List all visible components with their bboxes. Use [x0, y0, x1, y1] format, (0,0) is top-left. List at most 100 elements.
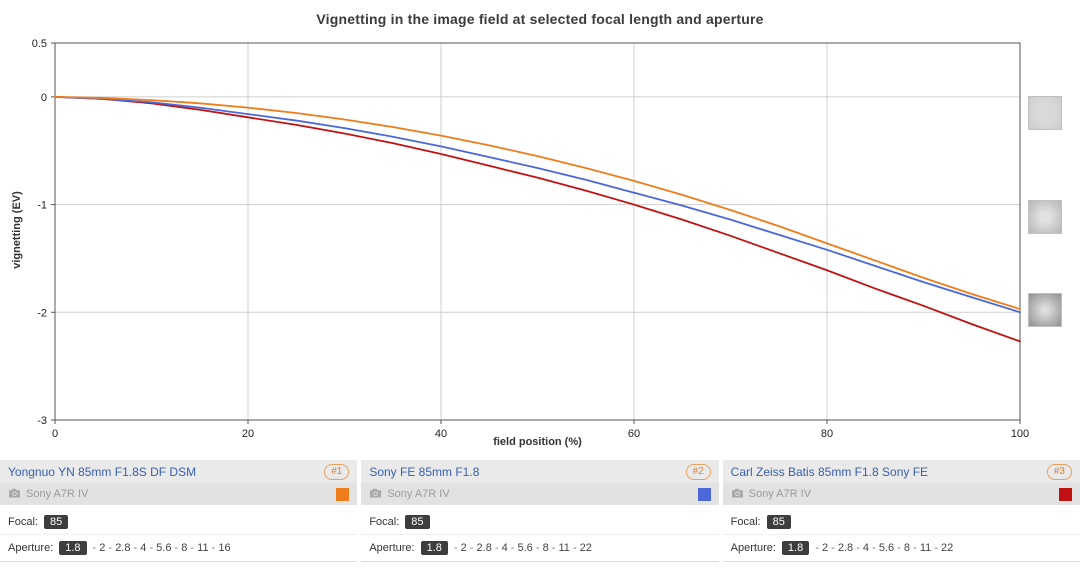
- aperture-option[interactable]: 2.8: [476, 542, 492, 554]
- lens-header-row: Sony FE 85mm F1.8 #2: [361, 460, 719, 483]
- aperture-option[interactable]: 4: [140, 542, 147, 554]
- aperture-separator: -: [548, 542, 559, 554]
- aperture-separator: -: [130, 542, 141, 554]
- vignetting-preview-2: [1028, 200, 1062, 234]
- aperture-separator: -: [92, 542, 100, 554]
- aperture-separator: -: [105, 542, 116, 554]
- aperture-separator: -: [894, 542, 904, 554]
- vignetting-chart: 0 20 40 60 80 100 0.5 0 -1 -2 -3: [32, 38, 1029, 440]
- focal-value-badge[interactable]: 85: [43, 514, 69, 529]
- aperture-options: - 2 - 2.8 - 4 - 5.6 - 8 - 11 - 22: [815, 542, 953, 554]
- aperture-option[interactable]: 5.6: [156, 542, 172, 554]
- series-color-swatch: [336, 487, 350, 501]
- vignetting-preview-1: [1028, 96, 1062, 130]
- aperture-option[interactable]: 5.6: [517, 542, 533, 554]
- x-axis-title: field position (%): [493, 436, 582, 448]
- vignetting-preview-3: [1028, 293, 1062, 327]
- y-tick-label: 0.5: [32, 38, 47, 50]
- aperture-option[interactable]: 2: [460, 542, 467, 554]
- focal-value-badge[interactable]: 85: [766, 514, 791, 529]
- camera-name: Sony A7R IV: [748, 488, 812, 500]
- camera-icon: [8, 485, 21, 503]
- aperture-row: Aperture: 1.8 - 2 - 2.8 - 4 - 5.6 - 8 - …: [361, 535, 719, 562]
- aperture-separator: -: [187, 542, 198, 554]
- aperture-option[interactable]: 2.8: [837, 542, 854, 554]
- aperture-options: - 2 - 2.8 - 4 - 5.6 - 8 - 11 - 16: [93, 542, 231, 554]
- x-tick-label: 20: [242, 428, 254, 440]
- y-tick-label: -3: [37, 415, 47, 427]
- y-tick-label: -1: [37, 200, 47, 212]
- lens-header-row: Carl Zeiss Batis 85mm F1.8 Sony FE #3: [722, 460, 1080, 483]
- lens-panel-3: Carl Zeiss Batis 85mm F1.8 Sony FE #3 So…: [722, 460, 1080, 562]
- page-title: Vignetting in the image field at selecte…: [316, 11, 764, 27]
- rank-badge: #1: [324, 463, 350, 480]
- aperture-option[interactable]: 16: [218, 542, 231, 554]
- aperture-separator: -: [869, 542, 879, 554]
- aperture-option[interactable]: 2: [821, 542, 829, 554]
- lens-panel-2: Sony FE 85mm F1.8 #2 Sony A7R IV Focal: …: [361, 460, 719, 562]
- series-color-swatch: [1059, 487, 1072, 501]
- rank-badge: #2: [685, 463, 711, 480]
- series-line-3: [54, 95, 1021, 343]
- aperture-option[interactable]: 11: [558, 542, 570, 554]
- aperture-option[interactable]: 4: [862, 542, 870, 554]
- aperture-option[interactable]: 11: [197, 542, 209, 554]
- aperture-separator: -: [507, 542, 518, 554]
- y-axis-title: vignetting (EV): [11, 191, 23, 269]
- lens-name-link[interactable]: Yongnuo YN 85mm F1.8S DF DSM: [8, 464, 197, 479]
- aperture-label: Aperture:: [730, 542, 776, 554]
- lens-name-link[interactable]: Sony FE 85mm F1.8: [369, 464, 480, 479]
- camera-name: Sony A7R IV: [26, 488, 89, 500]
- aperture-option[interactable]: 22: [941, 542, 954, 554]
- x-tick-label: 80: [821, 428, 833, 440]
- aperture-option[interactable]: 8: [181, 542, 188, 554]
- aperture-separator: -: [828, 542, 838, 554]
- aperture-options: - 2 - 2.8 - 4 - 5.6 - 8 - 11 - 22: [454, 542, 592, 554]
- focal-label: Focal:: [730, 515, 761, 528]
- aperture-selected-badge[interactable]: 1.8: [781, 541, 810, 555]
- camera-row: Sony A7R IV: [722, 483, 1080, 505]
- aperture-row: Aperture: 1.8 - 2 - 2.8 - 4 - 5.6 - 8 - …: [0, 535, 358, 562]
- aperture-separator: -: [931, 542, 942, 554]
- rank-badge: #3: [1046, 463, 1072, 480]
- series-color-swatch: [697, 487, 711, 501]
- aperture-separator: -: [910, 542, 920, 554]
- aperture-row: Aperture: 1.8 - 2 - 2.8 - 4 - 5.6 - 8 - …: [722, 535, 1080, 562]
- lens-header-row: Yongnuo YN 85mm F1.8S DF DSM #1: [0, 460, 358, 483]
- aperture-separator: -: [208, 542, 219, 554]
- aperture-option[interactable]: 2: [99, 542, 106, 554]
- aperture-label: Aperture:: [369, 542, 415, 554]
- aperture-option[interactable]: 11: [919, 542, 932, 554]
- aperture-separator: -: [853, 542, 863, 554]
- aperture-option[interactable]: 2.8: [115, 542, 131, 554]
- series-line-1: [54, 95, 1021, 310]
- aperture-separator: -: [171, 542, 182, 554]
- focal-value-badge[interactable]: 85: [405, 514, 430, 529]
- x-tick-label: 60: [628, 428, 640, 440]
- aperture-selected-badge[interactable]: 1.8: [59, 541, 87, 555]
- focal-row: Focal: 85: [361, 509, 719, 535]
- camera-row: Sony A7R IV: [361, 483, 719, 505]
- aperture-option[interactable]: 8: [542, 542, 549, 554]
- aperture-separator: -: [532, 542, 543, 554]
- aperture-selected-badge[interactable]: 1.8: [420, 541, 448, 555]
- y-tick-label: 0: [41, 92, 47, 104]
- lens-name-link[interactable]: Carl Zeiss Batis 85mm F1.8 Sony FE: [730, 464, 929, 479]
- aperture-option[interactable]: 4: [501, 542, 508, 554]
- x-tick-label: 0: [52, 428, 58, 440]
- camera-icon: [369, 485, 382, 503]
- focal-row: Focal: 85: [0, 509, 358, 535]
- aperture-option[interactable]: 5.6: [878, 542, 895, 554]
- camera-name: Sony A7R IV: [387, 488, 450, 500]
- lens-comparison-panel: Yongnuo YN 85mm F1.8S DF DSM #1 Sony A7R…: [0, 460, 1080, 562]
- series-line-2: [54, 95, 1021, 314]
- camera-row: Sony A7R IV: [0, 483, 358, 505]
- aperture-option[interactable]: 8: [903, 542, 911, 554]
- aperture-option[interactable]: 22: [579, 542, 592, 554]
- aperture-separator: -: [815, 542, 822, 554]
- plot-border: [54, 42, 1021, 421]
- y-tick-label: -2: [37, 307, 47, 319]
- camera-icon: [731, 485, 744, 503]
- aperture-separator: -: [466, 542, 477, 554]
- focal-label: Focal:: [8, 515, 38, 528]
